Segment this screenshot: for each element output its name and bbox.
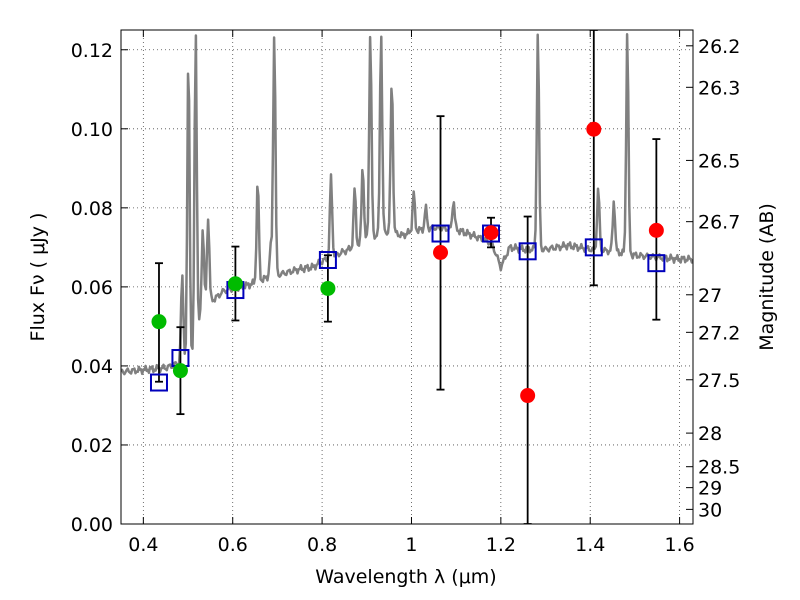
x-tick-label: 1.6	[664, 534, 694, 556]
plot-area	[121, 30, 693, 524]
red-photometry-point	[433, 244, 449, 260]
x-tick-label: 0.4	[128, 534, 158, 556]
y-axis-title: Flux Fν ( μJy )	[27, 213, 49, 342]
right-tick-label: 27	[698, 285, 722, 307]
right-tick-label: 27.2	[698, 322, 740, 344]
x-tick-label: 1.2	[486, 534, 516, 556]
y-tick-label: 0.06	[71, 277, 113, 299]
red-photometry-point	[520, 388, 536, 404]
right-axis-title: Magnitude (AB)	[756, 203, 778, 351]
green-photometry-point	[227, 276, 243, 292]
model-flux-square	[149, 373, 168, 392]
y-tick-label: 0.12	[71, 40, 113, 62]
green-photometry-point	[172, 363, 188, 379]
y-tick-label: 0.02	[71, 435, 113, 457]
y-tick-label: 0.00	[71, 514, 113, 536]
right-tick-label: 26.5	[698, 150, 740, 172]
x-tick-label: 0.8	[307, 534, 337, 556]
green-photometry-point	[320, 280, 336, 296]
x-axis-title: Wavelength λ (μm)	[315, 566, 496, 588]
red-photometry-point	[586, 121, 602, 137]
plot-frame	[120, 29, 694, 525]
right-tick-label: 27.5	[698, 370, 740, 392]
model-flux-square	[647, 254, 666, 273]
red-photometry-point	[648, 222, 664, 238]
right-tick-label: 26.7	[698, 212, 740, 234]
right-tick-label: 26.3	[698, 77, 740, 99]
right-tick-label: 30	[698, 499, 722, 521]
x-tick-label: 0.6	[218, 534, 248, 556]
y-tick-label: 0.10	[71, 119, 113, 141]
model-flux-square	[584, 238, 603, 257]
ticks: 0.4 0.6 0.8 1 1.2 1.4 1.6 0.00 0.02 0.04 0.06 0.08 0…	[71, 30, 740, 556]
x-tick-label: 1.4	[575, 534, 605, 556]
model-flux-square	[318, 251, 337, 270]
model-flux-square	[518, 242, 537, 261]
red-photometry-point	[483, 225, 499, 241]
x-tick-label: 1	[405, 534, 417, 556]
y-tick-label: 0.04	[71, 356, 113, 378]
model-spectrum-line	[121, 33, 693, 376]
right-tick-label: 29	[698, 478, 722, 500]
right-tick-label: 26.2	[698, 36, 740, 58]
green-photometry-point	[151, 314, 167, 330]
model-flux-square	[431, 224, 450, 243]
right-tick-label: 28	[698, 423, 722, 445]
y-tick-label: 0.08	[71, 198, 113, 220]
right-tick-label: 28.5	[698, 457, 740, 479]
